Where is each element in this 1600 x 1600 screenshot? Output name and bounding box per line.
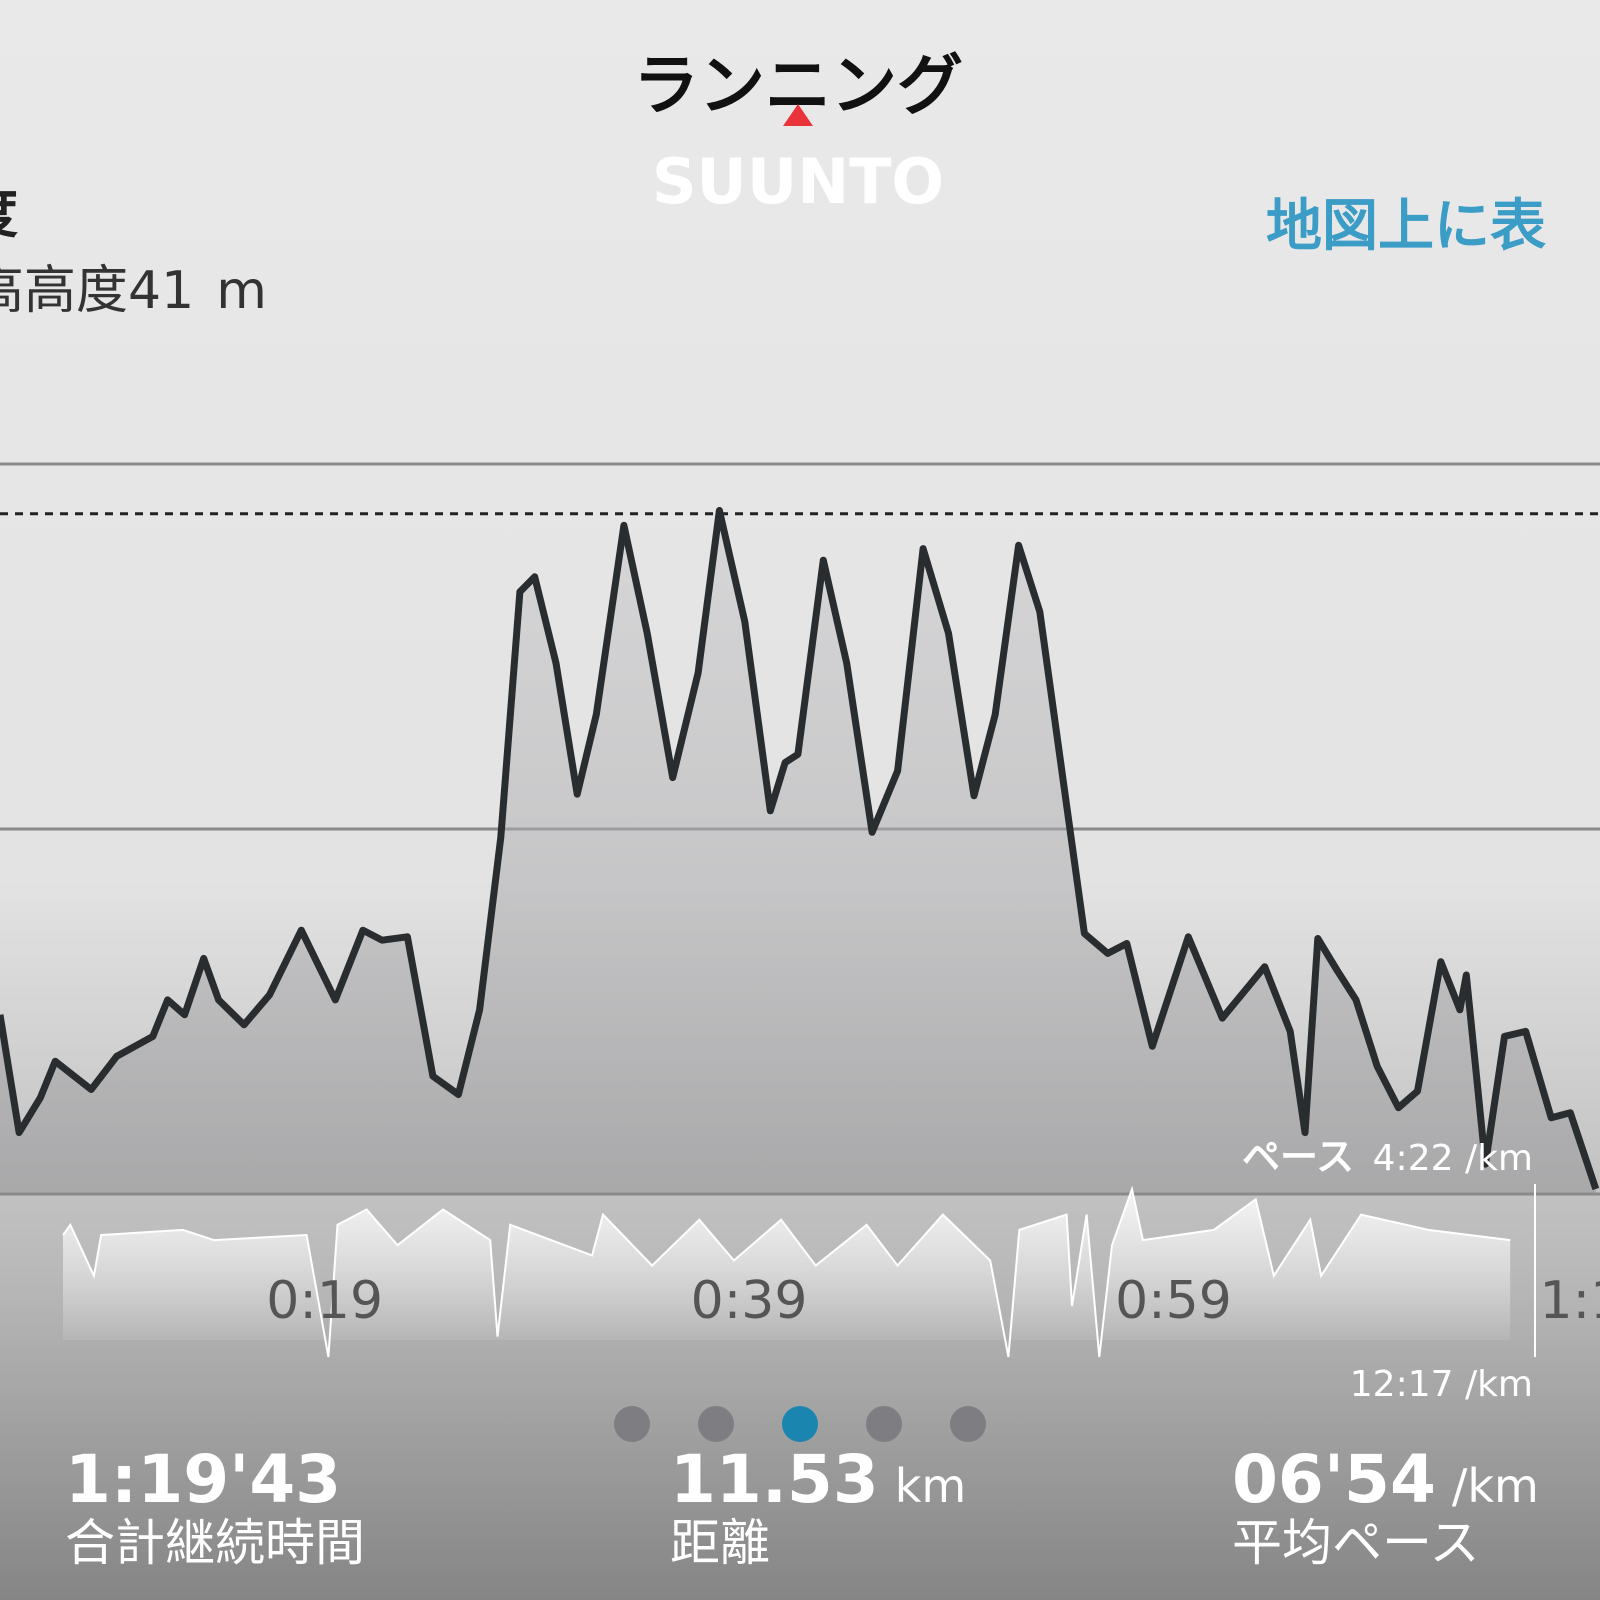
page-dot[interactable] bbox=[866, 1406, 902, 1442]
max-label: 高高度 bbox=[0, 261, 128, 321]
stat-unit: /km bbox=[1452, 1459, 1539, 1513]
stat-label: 距離 bbox=[670, 1514, 770, 1572]
page-dot-active[interactable] bbox=[782, 1406, 818, 1442]
stat-number: 06'54 bbox=[1232, 1441, 1436, 1518]
stat-number: 11.53 bbox=[670, 1441, 879, 1518]
page-dot[interactable] bbox=[614, 1406, 650, 1442]
pace-max-label: 4:22 /km bbox=[1373, 1138, 1533, 1179]
elevation-area bbox=[0, 510, 1596, 1194]
pace-label: ペース bbox=[1242, 1135, 1354, 1179]
stat-value: 06'54/km bbox=[1232, 1441, 1539, 1518]
metric-title: 度 bbox=[0, 182, 18, 245]
x-tick-label: 0:39 bbox=[691, 1271, 808, 1331]
stat-number: 1:19'43 bbox=[65, 1441, 341, 1518]
x-tick-label: 1:19 bbox=[1539, 1271, 1600, 1331]
stat-value: 11.53 km bbox=[670, 1441, 966, 1518]
max-value: 41 bbox=[128, 261, 194, 321]
map-link[interactable]: 地図上に表 bbox=[1266, 194, 1546, 259]
max-unit: m bbox=[216, 261, 267, 321]
stat-label: 合計継続時間 bbox=[65, 1514, 365, 1572]
page-indicator bbox=[614, 1406, 986, 1442]
brand-mark bbox=[783, 104, 813, 126]
stat-label: 平均ペース bbox=[1232, 1514, 1480, 1572]
pace-line bbox=[62, 1185, 1511, 1358]
stat-value: 1:19'43 bbox=[65, 1441, 341, 1518]
x-tick-label: 0:59 bbox=[1115, 1271, 1232, 1331]
brand-logo: SUUNTO bbox=[652, 145, 944, 218]
page-dot[interactable] bbox=[698, 1406, 734, 1442]
pace-min-label: 12:17 /km bbox=[1350, 1364, 1533, 1405]
elevation-line bbox=[0, 507, 1600, 1191]
page-dot[interactable] bbox=[950, 1406, 986, 1442]
x-tick-label: 0:19 bbox=[266, 1271, 383, 1331]
max-elevation: 高高度41 m bbox=[0, 261, 267, 321]
pace-area bbox=[63, 1189, 1511, 1357]
stat-unit: km bbox=[895, 1459, 966, 1513]
